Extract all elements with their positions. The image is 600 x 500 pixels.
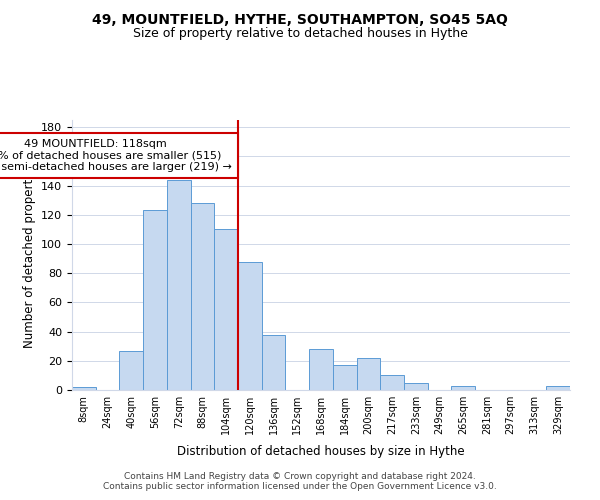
Text: Size of property relative to detached houses in Hythe: Size of property relative to detached ho… — [133, 28, 467, 40]
Text: 49 MOUNTFIELD: 118sqm
← 70% of detached houses are smaller (515)
30% of semi-det: 49 MOUNTFIELD: 118sqm ← 70% of detached … — [0, 139, 232, 172]
Bar — [238, 262, 262, 390]
Bar — [214, 230, 238, 390]
Bar — [356, 358, 380, 390]
Bar — [72, 387, 96, 390]
Bar — [143, 210, 167, 390]
Bar — [451, 386, 475, 390]
Bar — [262, 334, 286, 390]
Bar — [191, 203, 214, 390]
Bar — [333, 365, 356, 390]
Text: 49, MOUNTFIELD, HYTHE, SOUTHAMPTON, SO45 5AQ: 49, MOUNTFIELD, HYTHE, SOUTHAMPTON, SO45… — [92, 12, 508, 26]
Bar — [167, 180, 191, 390]
Text: Contains HM Land Registry data © Crown copyright and database right 2024.: Contains HM Land Registry data © Crown c… — [124, 472, 476, 481]
Y-axis label: Number of detached properties: Number of detached properties — [23, 162, 35, 348]
Bar — [546, 386, 570, 390]
Text: Contains public sector information licensed under the Open Government Licence v3: Contains public sector information licen… — [103, 482, 497, 491]
Bar — [380, 376, 404, 390]
Bar — [404, 382, 428, 390]
Bar — [119, 350, 143, 390]
X-axis label: Distribution of detached houses by size in Hythe: Distribution of detached houses by size … — [177, 446, 465, 458]
Bar — [309, 349, 333, 390]
